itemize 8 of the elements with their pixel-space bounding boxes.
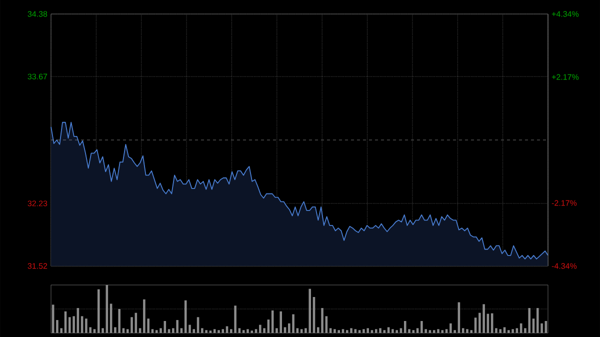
y2-tick-label: +2.17% <box>552 74 579 80</box>
y2-tick-label: -4.34% <box>552 263 577 269</box>
y-tick-label: 33.67 <box>28 74 48 80</box>
y-tick-label: 32.23 <box>28 200 48 206</box>
y-tick-label: 31.52 <box>28 263 48 269</box>
y2-tick-label: -2.17% <box>552 200 577 206</box>
y2-tick-label: +4.34% <box>552 11 579 17</box>
y-tick-label: 34.38 <box>28 11 48 17</box>
